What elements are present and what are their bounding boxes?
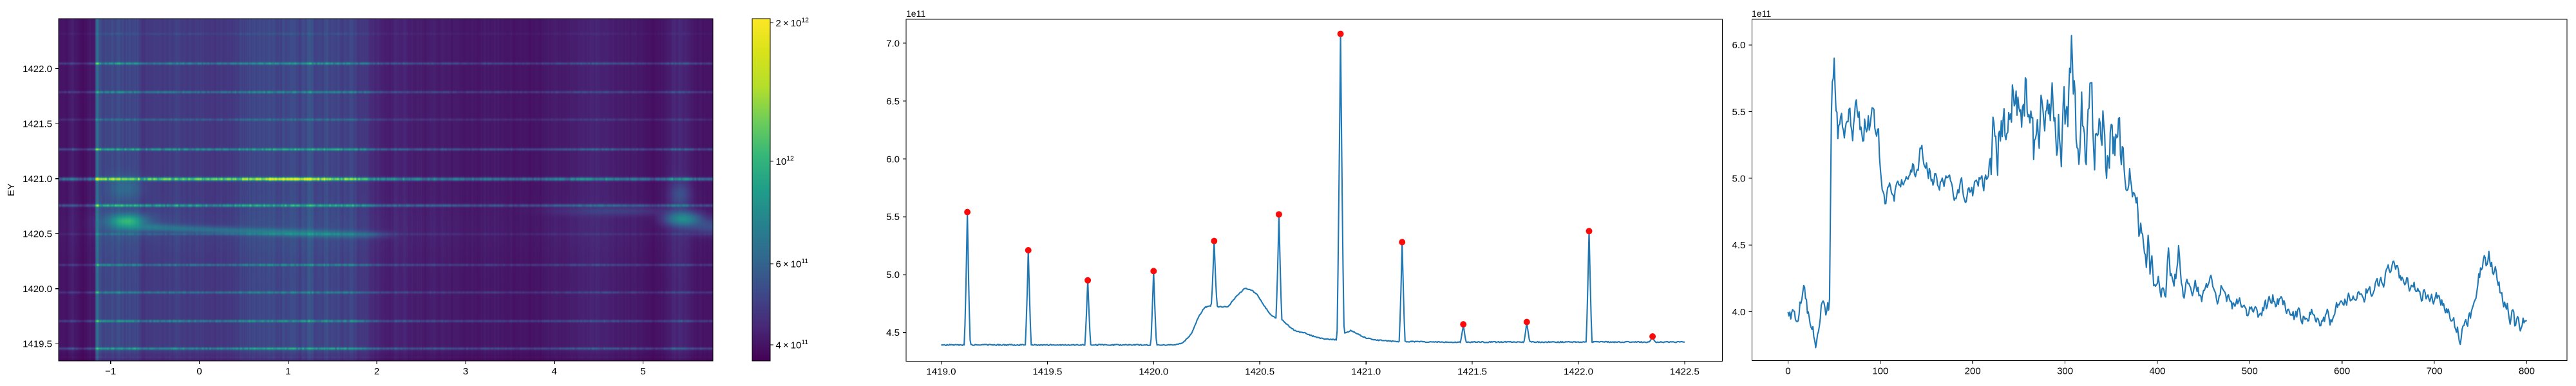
svg-text:7.0: 7.0 [886,38,900,49]
svg-text:1: 1 [285,366,290,377]
svg-text:1421.0: 1421.0 [1351,367,1381,378]
svg-text:1421.5: 1421.5 [1457,367,1487,378]
svg-text:EY: EY [6,183,17,196]
svg-text:1420.5: 1420.5 [23,229,52,240]
svg-text:1419.0: 1419.0 [927,367,956,378]
svg-text:1420.0: 1420.0 [1139,367,1168,378]
svg-text:700: 700 [2427,366,2443,377]
svg-text:6.0: 6.0 [1732,40,1746,51]
svg-text:6 × 1011: 6 × 1011 [776,257,809,270]
svg-text:0: 0 [196,366,202,377]
svg-text:3: 3 [463,366,468,377]
svg-text:0: 0 [1785,366,1790,377]
svg-text:5.5: 5.5 [886,212,900,223]
svg-text:1e11: 1e11 [1752,8,1771,19]
svg-text:4.0: 4.0 [1732,307,1746,318]
svg-text:1420.0: 1420.0 [23,284,52,295]
svg-text:1421.0: 1421.0 [23,174,52,185]
svg-text:800: 800 [2519,366,2535,377]
svg-text:300: 300 [2057,366,2073,377]
svg-text:400: 400 [2149,366,2165,377]
svg-text:600: 600 [2334,366,2350,377]
svg-text:−1: −1 [105,366,116,377]
svg-text:1422.0: 1422.0 [23,64,52,75]
svg-text:1012: 1012 [776,154,795,167]
svg-text:2: 2 [374,366,379,377]
svg-text:6.0: 6.0 [886,154,900,165]
svg-text:6.5: 6.5 [886,96,900,107]
svg-text:1422.0: 1422.0 [1564,367,1593,378]
svg-text:2 × 1012: 2 × 1012 [776,16,810,29]
svg-text:4: 4 [552,366,557,377]
svg-text:200: 200 [1965,366,1981,377]
svg-text:5: 5 [640,366,645,377]
svg-text:5.0: 5.0 [886,270,900,280]
svg-text:1422.5: 1422.5 [1670,367,1700,378]
svg-text:1421.5: 1421.5 [23,119,52,130]
svg-text:5.5: 5.5 [1732,107,1746,118]
svg-text:100: 100 [1872,366,1888,377]
svg-text:4.5: 4.5 [886,327,900,338]
svg-text:4.5: 4.5 [1732,240,1746,251]
svg-text:500: 500 [2242,366,2258,377]
svg-text:5.0: 5.0 [1732,174,1746,185]
svg-text:1e11: 1e11 [906,8,925,19]
svg-text:1420.5: 1420.5 [1245,367,1274,378]
svg-text:1419.5: 1419.5 [23,339,52,350]
svg-text:4 × 1011: 4 × 1011 [776,338,809,351]
svg-text:1419.5: 1419.5 [1032,367,1062,378]
